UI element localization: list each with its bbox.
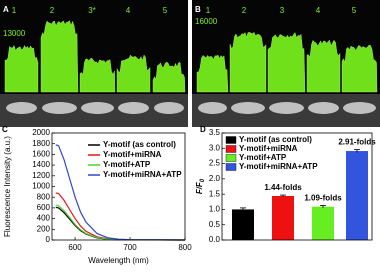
gel-band bbox=[154, 102, 184, 114]
scale-label: 16000 bbox=[195, 17, 218, 26]
gel-band bbox=[198, 102, 227, 114]
value-label: 2.91-folds bbox=[338, 138, 376, 147]
lane-label: 5 bbox=[163, 6, 168, 15]
legend-label: Y-motif+ATP bbox=[239, 153, 287, 162]
plot-frame bbox=[221, 132, 373, 241]
legend-swatch bbox=[225, 154, 237, 162]
y-tick-label: 1.5 bbox=[209, 189, 221, 198]
lane-label: 4 bbox=[316, 6, 321, 15]
y-tick-label: 800 bbox=[37, 192, 51, 201]
lane-label: 5 bbox=[352, 6, 357, 15]
y-axis-label: Fluorescence Intensity (a.u.) bbox=[3, 136, 12, 237]
legend-swatch bbox=[225, 145, 237, 153]
gel-band bbox=[343, 102, 376, 114]
y-tick-label: 3.0 bbox=[209, 143, 221, 152]
gel-band bbox=[308, 102, 339, 114]
gel-band bbox=[42, 102, 77, 114]
y-tick-label: 1200 bbox=[32, 171, 50, 180]
y-tick-label: 600 bbox=[37, 203, 51, 212]
signal-plateau bbox=[229, 31, 267, 93]
y-axis-label-main: F/F bbox=[195, 181, 204, 194]
lane-label: 1 bbox=[12, 6, 17, 15]
value-label: 1.44-folds bbox=[264, 183, 302, 192]
legend-label: Y-motif+miRNA bbox=[239, 144, 298, 153]
bar bbox=[232, 209, 254, 240]
panel-label: D bbox=[200, 125, 206, 134]
legend-label: Y-motif (as control) bbox=[239, 135, 312, 144]
x-tick-label: 700 bbox=[123, 243, 137, 252]
signal-plateau bbox=[306, 39, 341, 93]
panel-label: A bbox=[3, 5, 9, 14]
lane-label: 2 bbox=[242, 6, 247, 15]
y-axis-label: F/F0 bbox=[195, 178, 205, 194]
lane-label: 2 bbox=[50, 6, 55, 15]
y-tick-label: 2.0 bbox=[209, 174, 221, 183]
y-tick-label: 1800 bbox=[32, 139, 50, 148]
line-series bbox=[55, 192, 186, 241]
y-tick-label: 1600 bbox=[32, 150, 50, 159]
lane-label: 4 bbox=[126, 6, 131, 15]
bar bbox=[312, 206, 334, 240]
legend-label: Y-motif (as control) bbox=[103, 140, 176, 149]
signal-plateau bbox=[196, 54, 229, 93]
signal-plateau bbox=[4, 45, 39, 93]
y-tick-label: 200 bbox=[37, 224, 51, 233]
x-tick-label: 800 bbox=[178, 243, 192, 252]
y-tick-label: 400 bbox=[37, 214, 51, 223]
plot-frame bbox=[51, 132, 186, 241]
gel-band bbox=[231, 102, 265, 114]
y-tick-label: 2.5 bbox=[209, 159, 221, 168]
value-label: 1.09-folds bbox=[304, 194, 342, 203]
y-tick-label: 1400 bbox=[32, 160, 50, 169]
y-axis-label-sub: 0 bbox=[200, 178, 206, 182]
gel-band bbox=[6, 102, 37, 114]
y-tick-label: 1.0 bbox=[209, 205, 221, 214]
signal-plateau bbox=[341, 44, 378, 93]
y-tick-label: 0 bbox=[46, 235, 51, 244]
signal-plateau bbox=[267, 32, 306, 93]
lane-label: 3 bbox=[280, 6, 285, 15]
panel-label: B bbox=[195, 5, 201, 14]
x-axis-label: Wavelength (nm) bbox=[88, 256, 149, 265]
scale-label: 13000 bbox=[3, 29, 26, 38]
legend-label: Y-motif+ATP bbox=[103, 160, 151, 169]
y-tick-label: 2000 bbox=[32, 128, 50, 137]
signal-plateau bbox=[40, 20, 79, 93]
panel-label: C bbox=[2, 125, 8, 134]
y-tick-label: 0.0 bbox=[209, 235, 221, 244]
legend-swatch bbox=[225, 163, 237, 171]
x-tick-label: 600 bbox=[68, 243, 82, 252]
legend-label: Y-motif+miRNA+ATP bbox=[239, 162, 318, 171]
legend-swatch bbox=[225, 136, 237, 144]
gel-band bbox=[269, 102, 304, 114]
y-tick-label: 3.5 bbox=[209, 128, 221, 137]
legend-label: Y-motif+miRNA bbox=[103, 150, 162, 159]
signal-plateau bbox=[79, 58, 116, 93]
bar bbox=[346, 151, 368, 240]
signal-plateau bbox=[152, 61, 186, 93]
gel-band bbox=[81, 102, 114, 114]
y-tick-label: 0.5 bbox=[209, 220, 221, 229]
gel-band bbox=[118, 102, 149, 114]
line-series bbox=[55, 204, 186, 241]
bar bbox=[272, 195, 294, 240]
lane-label: 1 bbox=[206, 6, 211, 15]
y-tick-label: 1000 bbox=[32, 182, 50, 191]
signal-plateau bbox=[116, 54, 151, 93]
lane-label: 3* bbox=[88, 6, 96, 15]
legend-label: Y-motif+miRNA+ATP bbox=[103, 170, 182, 179]
